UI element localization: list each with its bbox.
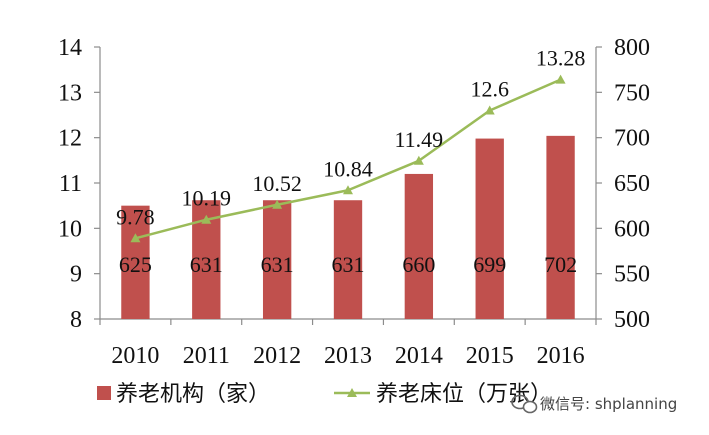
y-left-tick-label: 14 xyxy=(58,35,82,61)
line-point xyxy=(555,74,566,84)
line-data-label: 10.19 xyxy=(182,186,232,211)
y-left-tick-label: 9 xyxy=(70,262,82,288)
y-right-tick-label: 600 xyxy=(614,216,650,242)
line-data-label: 12.6 xyxy=(470,76,509,101)
bar-data-label: 660 xyxy=(402,252,435,277)
bar-data-label: 631 xyxy=(190,252,223,277)
x-tick-label: 2010 xyxy=(111,343,159,369)
line-point xyxy=(130,233,141,243)
bar xyxy=(404,173,434,319)
y-right-tick-label: 750 xyxy=(614,80,650,106)
y-left-tick-label: 13 xyxy=(58,80,82,106)
bar xyxy=(333,200,363,319)
line-point xyxy=(343,185,353,195)
bar xyxy=(121,205,150,319)
line-point xyxy=(272,199,283,209)
bar-data-label: 631 xyxy=(332,252,365,277)
x-tick-label: 2015 xyxy=(466,343,514,369)
line-point xyxy=(413,155,424,165)
y-left-tick-label: 11 xyxy=(59,171,82,197)
bar-data-label: 702 xyxy=(544,252,577,277)
y-right-tick-label: 650 xyxy=(614,171,650,197)
x-tick-label: 2016 xyxy=(537,343,585,369)
bar-data-label: 699 xyxy=(473,252,506,277)
line-data-label: 10.52 xyxy=(252,171,302,196)
bar xyxy=(262,200,292,319)
bar-data-label: 631 xyxy=(261,252,294,277)
line-data-label: 10.84 xyxy=(323,156,373,181)
line-point xyxy=(484,105,495,115)
x-tick-label: 2013 xyxy=(324,343,372,369)
bar xyxy=(475,138,504,319)
y-right-tick-label: 700 xyxy=(614,126,650,152)
plot-area: 8 9 10 11 12 13 14 500 550 600 650 700 750 800 2010 201… xyxy=(58,35,650,369)
y-right-tick-label: 500 xyxy=(614,307,650,333)
watermark: 微信号: shplanning xyxy=(511,394,677,414)
line-data-label: 11.49 xyxy=(395,127,444,152)
y-right-tick-label: 550 xyxy=(614,262,650,288)
x-tick-label: 2014 xyxy=(395,343,443,369)
y-left-tick-label: 10 xyxy=(58,216,82,242)
watermark-text: 微信号: shplanning xyxy=(540,395,677,413)
y-left-tick-label: 8 xyxy=(70,307,82,333)
line-point xyxy=(201,214,212,224)
legend-swatch-bar xyxy=(97,386,111,400)
x-tick-label: 2011 xyxy=(183,343,230,369)
legend-label-bar: 养老机构（家） xyxy=(116,382,270,407)
y-right-tick-label: 800 xyxy=(614,35,650,61)
legend: 养老机构（家） 养老床位（万张） xyxy=(97,382,552,407)
x-tick-label: 2012 xyxy=(253,343,301,369)
y-left-tick-label: 12 xyxy=(58,126,82,152)
line-data-label: 9.78 xyxy=(116,204,155,229)
legend-marker-triangle xyxy=(347,388,357,397)
wechat-icon xyxy=(511,394,538,414)
bar-data-label: 625 xyxy=(119,252,152,277)
line-data-label: 13.28 xyxy=(536,46,586,71)
legend-label-line: 养老床位（万张） xyxy=(376,382,552,407)
bar xyxy=(546,135,575,319)
